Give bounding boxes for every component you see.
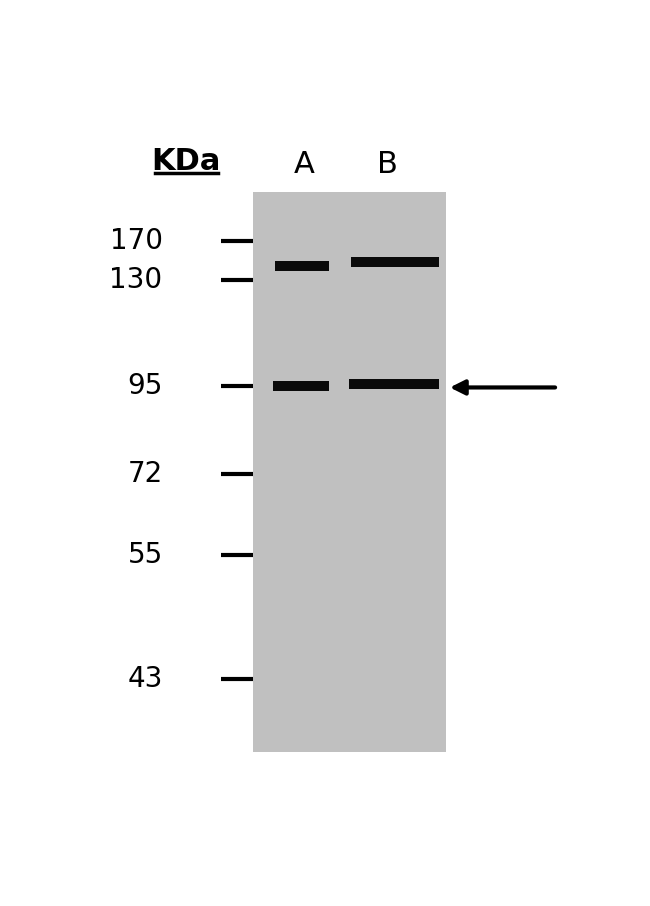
Text: 72: 72: [127, 460, 162, 488]
Bar: [351, 257, 439, 267]
Text: 130: 130: [109, 265, 162, 294]
Bar: [348, 379, 439, 389]
Bar: [275, 261, 330, 271]
Text: B: B: [377, 149, 398, 178]
Bar: [254, 192, 445, 752]
Text: 170: 170: [110, 227, 162, 255]
Text: 43: 43: [127, 664, 162, 692]
Text: 55: 55: [127, 541, 162, 569]
Text: 95: 95: [127, 372, 162, 400]
Text: A: A: [294, 149, 315, 178]
Text: KDa: KDa: [151, 147, 220, 176]
Bar: [274, 381, 330, 390]
